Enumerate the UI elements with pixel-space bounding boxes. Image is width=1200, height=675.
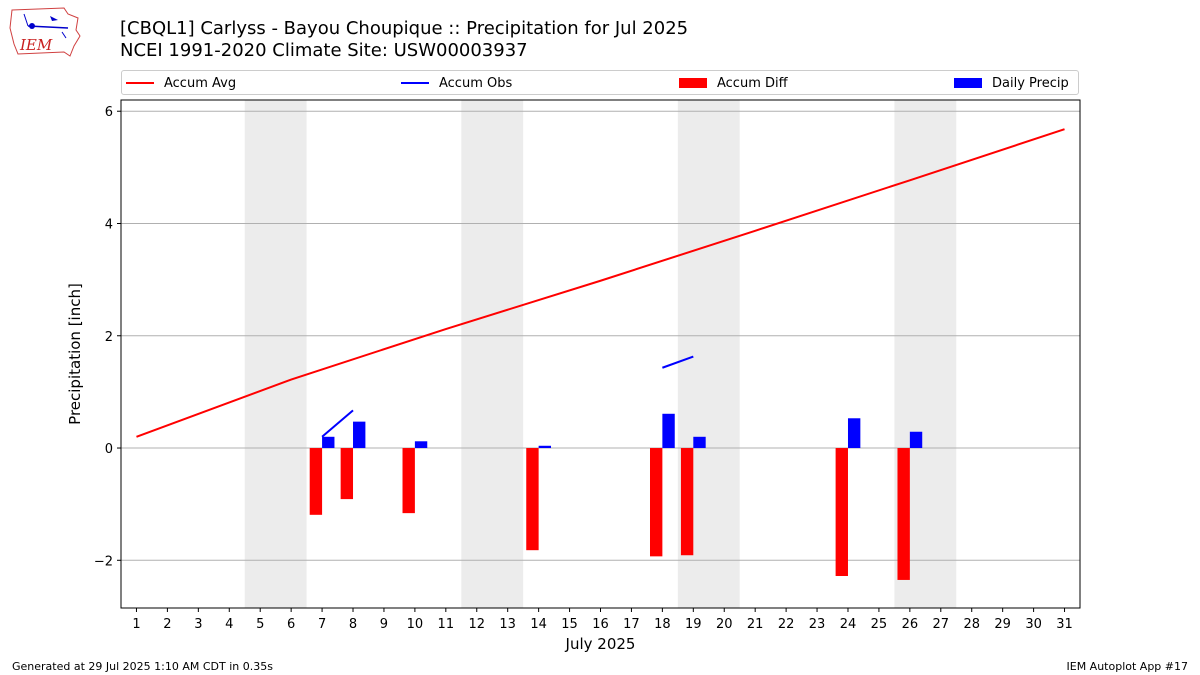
x-tick-label-25: 25 (871, 617, 888, 632)
legend-label-daily-precip: Daily Precip (992, 75, 1069, 91)
x-tick-label-22: 22 (778, 617, 795, 632)
daily-precip-bar-24 (847, 418, 861, 449)
accum-obs-line-1 (321, 409, 354, 438)
x-tick-label-10: 10 (407, 617, 424, 632)
x-tick-label-18: 18 (654, 617, 671, 632)
legend-item-accum-diff: Accum Diff (679, 74, 788, 92)
x-tick-label-28: 28 (963, 617, 980, 632)
legend-swatch-accum-avg (126, 82, 154, 84)
daily-precip-bar-10 (414, 441, 428, 449)
y-tick-label-4: 6 (105, 105, 113, 120)
chart-title: [CBQL1] Carlyss - Bayou Choupique :: Pre… (120, 18, 689, 39)
legend-swatch-accum-obs (401, 82, 429, 84)
svg-text:IEM: IEM (19, 36, 53, 54)
accum-diff-bar-18 (649, 448, 663, 557)
x-tick-label-12: 12 (468, 617, 485, 632)
x-tick-label-13: 13 (499, 617, 516, 632)
weekend-band-2 (461, 100, 524, 608)
x-tick-label-30: 30 (1025, 617, 1042, 632)
x-axis-label: July 2025 (565, 635, 636, 653)
accum-obs-line-2 (662, 355, 694, 369)
x-tick-label-2: 2 (163, 617, 171, 632)
daily-precip-bar-26 (909, 431, 923, 449)
x-tick-label-31: 31 (1056, 617, 1073, 632)
y-tick-label-0: −2 (94, 554, 113, 569)
accum-avg-line (136, 128, 1065, 438)
x-tick-label-26: 26 (902, 617, 919, 632)
x-tick-label-19: 19 (685, 617, 702, 632)
legend-item-accum-obs: Accum Obs (401, 74, 512, 92)
x-tick-label-15: 15 (561, 617, 578, 632)
y-axis-label: Precipitation [inch] (66, 283, 84, 425)
x-tick-label-11: 11 (438, 617, 455, 632)
iem-logo: IEM (8, 6, 82, 62)
accum-diff-bar-14 (526, 448, 539, 551)
y-tick-label-1: 0 (105, 442, 113, 457)
legend-label-accum-obs: Accum Obs (439, 75, 513, 91)
x-tick-label-23: 23 (809, 617, 826, 632)
footer-generated: Generated at 29 Jul 2025 1:10 AM CDT in … (12, 660, 273, 673)
accum-diff-bar-8 (340, 448, 354, 500)
legend-swatch-daily-precip (954, 78, 982, 88)
x-tick-label-24: 24 (840, 617, 857, 632)
legend-item-daily-precip: Daily Precip (954, 74, 1069, 92)
x-tick-label-27: 27 (933, 617, 950, 632)
accum-diff-bar-26 (897, 448, 910, 580)
legend-swatch-accum-diff (679, 78, 707, 88)
x-tick-label-14: 14 (530, 617, 547, 632)
x-tick-label-4: 4 (225, 617, 233, 632)
daily-precip-bar-8 (353, 421, 366, 449)
legend-label-accum-avg: Accum Avg (164, 75, 237, 91)
chart-subtitle: NCEI 1991-2020 Climate Site: USW00003937 (120, 40, 528, 61)
accum-diff-bar-7 (309, 448, 323, 515)
legend: Accum Avg Accum Obs Accum Diff Daily Pre… (121, 70, 1079, 95)
x-tick-label-17: 17 (623, 617, 640, 632)
footer-app-id: IEM Autoplot App #17 (1066, 660, 1189, 673)
legend-label-accum-diff: Accum Diff (717, 75, 788, 91)
x-tick-label-7: 7 (318, 617, 326, 632)
accum-diff-bar-19 (680, 448, 694, 556)
daily-precip-bar-14 (538, 445, 552, 449)
x-tick-label-3: 3 (194, 617, 202, 632)
x-tick-label-16: 16 (592, 617, 609, 632)
weekend-band-1 (244, 100, 307, 608)
x-tick-label-8: 8 (349, 617, 357, 632)
x-tick-label-6: 6 (287, 617, 295, 632)
x-tick-label-9: 9 (380, 617, 388, 632)
daily-precip-bar-18 (662, 413, 675, 449)
x-tick-label-21: 21 (747, 617, 764, 632)
x-tick-label-5: 5 (256, 617, 264, 632)
x-tick-label-1: 1 (132, 617, 140, 632)
accum-diff-bar-10 (402, 448, 415, 514)
daily-precip-bar-19 (693, 436, 706, 449)
accum-diff-bar-24 (835, 448, 848, 577)
y-tick-label-3: 4 (105, 217, 113, 232)
daily-precip-bar-7 (322, 436, 335, 449)
x-tick-label-29: 29 (994, 617, 1011, 632)
x-tick-label-20: 20 (716, 617, 733, 632)
y-tick-label-2: 2 (105, 330, 113, 345)
legend-item-accum-avg: Accum Avg (126, 74, 236, 92)
